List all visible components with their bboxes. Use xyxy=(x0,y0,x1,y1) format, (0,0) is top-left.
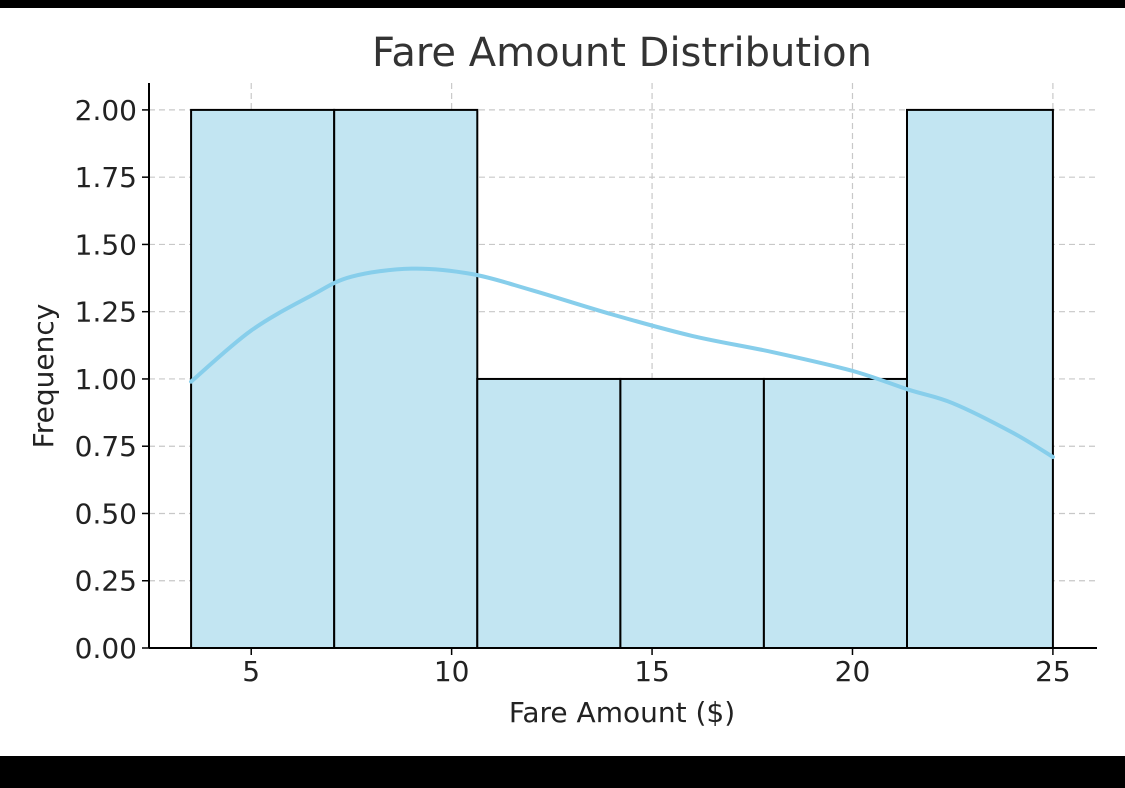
y-tick-label: 0.25 xyxy=(75,565,137,598)
chart-title: Fare Amount Distribution xyxy=(372,30,872,76)
y-tick-label: 1.25 xyxy=(75,296,137,329)
x-tick-label: 10 xyxy=(434,655,470,688)
y-tick-label: 2.00 xyxy=(75,94,137,127)
histogram-bars xyxy=(190,108,1054,649)
kde-curve xyxy=(189,266,1055,459)
histogram-chart: 5 10 15 20 25 0.00 0.25 0.50 0.75 1.00 1.25 1.50 1.7… xyxy=(27,30,1097,729)
histogram-bar-6 xyxy=(905,108,1054,649)
x-tick-label: 15 xyxy=(634,655,670,688)
y-tick-label: 0.50 xyxy=(75,497,137,530)
histogram-bar-5 xyxy=(762,377,908,649)
x-axis-label: Fare Amount ($) xyxy=(509,696,735,729)
y-tick-label: 0.00 xyxy=(75,632,137,665)
x-tick-label: 25 xyxy=(1035,655,1071,688)
x-tick-label: 20 xyxy=(835,655,871,688)
tick-labels: 5 10 15 20 25 0.00 0.25 0.50 0.75 1.00 1.25 1.50 1.7… xyxy=(75,94,1071,688)
y-axis-label: Frequency xyxy=(27,304,60,449)
chart-canvas: 5 10 15 20 25 0.00 0.25 0.50 0.75 1.00 1.25 1.50 1.7… xyxy=(0,8,1125,756)
histogram-bar-3 xyxy=(476,377,622,649)
histogram-bar-4 xyxy=(619,377,765,649)
y-tick-label: 1.75 xyxy=(75,161,137,194)
y-tick-label: 1.00 xyxy=(75,363,137,396)
y-tick-label: 1.50 xyxy=(75,228,137,261)
kde-curve-group xyxy=(189,266,1055,459)
x-tick-label: 5 xyxy=(242,655,260,688)
axes xyxy=(142,83,1097,655)
y-tick-label: 0.75 xyxy=(75,430,137,463)
histogram-bar-1 xyxy=(190,108,336,649)
histogram-bar-2 xyxy=(333,108,479,649)
